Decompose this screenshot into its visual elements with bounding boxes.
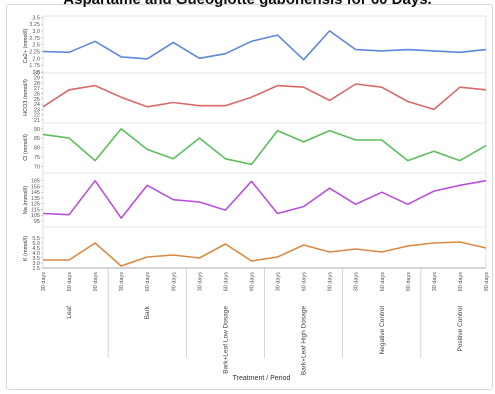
x-tick-label: 90 days: [171, 272, 177, 292]
y-tick-label: 165: [31, 179, 40, 185]
y-tick-label: 2.5: [32, 43, 40, 49]
series-line-1: [42, 30, 487, 61]
y-tick-label: 115: [31, 207, 40, 213]
group-label: Positive Control: [457, 305, 464, 351]
y-tick-label: 4.0: [32, 251, 40, 257]
y-tick-label: 2.25: [29, 49, 40, 55]
y-tick-label: 80: [34, 146, 40, 152]
y-axis-title: Ca2+ (mmol/l): [23, 28, 29, 63]
y-tick-label: 28: [34, 81, 40, 87]
y-tick-label: 3.0: [32, 261, 40, 267]
y-tick-label: 27: [34, 86, 40, 92]
x-tick-label: 90 days: [249, 272, 255, 292]
group-label: Bark: [144, 305, 151, 319]
y-tick-label: 23: [34, 107, 40, 113]
x-tick-label: 30 days: [354, 272, 360, 292]
y-tick-label: 21: [34, 118, 40, 124]
y-tick-label: 3.5: [32, 256, 40, 262]
y-tick-label: 26: [34, 92, 40, 98]
group-label: Bark+Leaf Low Dosage: [222, 306, 229, 374]
series-line-5: [43, 241, 487, 267]
y-tick-label: 3.5: [32, 15, 40, 21]
y-tick-label: 135: [31, 196, 40, 202]
y-axis-title: Na (mmol/l): [23, 186, 29, 215]
y-tick-label: 25: [34, 97, 40, 103]
series-line-4: [42, 179, 487, 219]
group-label: Negative Control: [379, 305, 386, 354]
y-tick-label: 1.75: [29, 63, 40, 69]
y-tick-label: 145: [31, 190, 40, 196]
y-tick-label: 3.0: [32, 29, 40, 35]
y-tick-label: 2.75: [29, 36, 40, 42]
y-tick-label: 95: [34, 219, 40, 225]
x-tick-label: 30 days: [41, 272, 47, 292]
y-tick-label: 4.5: [32, 246, 40, 252]
x-tick-label: 30 days: [119, 272, 125, 292]
series-line-2: [42, 83, 487, 111]
y-tick-label: 1.5: [32, 70, 40, 76]
x-tick-label: 60 days: [380, 272, 386, 292]
y-tick-label: 24: [34, 102, 40, 108]
group-label: Leaf: [66, 306, 73, 319]
y-tick-label: 75: [34, 155, 40, 161]
y-tick-label: 125: [31, 202, 40, 208]
y-tick-label: 85: [34, 136, 40, 142]
x-tick-label: 60 days: [302, 272, 308, 292]
y-axis-title: Cl (mmol/l): [23, 134, 29, 161]
y-axis-title: HCO3 (mmol/l): [23, 79, 29, 116]
y-tick-label: 29: [34, 76, 40, 82]
y-tick-label: 3.25: [29, 22, 40, 28]
x-tick-label: 90 days: [406, 272, 412, 292]
y-tick-label: 22: [34, 113, 40, 119]
y-tick-label: 70: [34, 164, 40, 170]
group-label: Bark+Leaf High Dosage: [301, 306, 308, 376]
x-tick-label: 30 days: [197, 272, 203, 292]
y-tick-label: 30: [34, 70, 40, 76]
y-tick-label: 5.5: [32, 236, 40, 242]
x-tick-label: 60 days: [67, 272, 73, 292]
y-tick-label: 5.0: [32, 241, 40, 247]
x-tick-label: 90 days: [484, 272, 490, 292]
chart-title: Aspartame and Gueoglotte gabonensis for …: [0, 0, 495, 9]
x-tick-label: 60 days: [458, 272, 464, 292]
series-line-3: [42, 128, 487, 166]
y-tick-label: 90: [34, 127, 40, 133]
x-tick-label: 60 days: [145, 272, 151, 292]
y-tick-label: 2.0: [32, 56, 40, 62]
x-tick-label: 30 days: [432, 272, 438, 292]
x-tick-label: 90 days: [93, 272, 99, 292]
x-tick-label: 60 days: [223, 272, 229, 292]
y-tick-label: 2.5: [32, 266, 40, 272]
x-tick-label: 90 days: [328, 272, 334, 292]
chart-frame: [6, 4, 493, 390]
x-axis-title: Treatment / Period: [233, 375, 291, 382]
y-axis-title: K (mmol/l): [23, 236, 29, 261]
y-tick-label: 105: [31, 213, 40, 219]
y-tick-label: 155: [31, 184, 40, 190]
x-tick-label: 30 days: [276, 272, 282, 292]
